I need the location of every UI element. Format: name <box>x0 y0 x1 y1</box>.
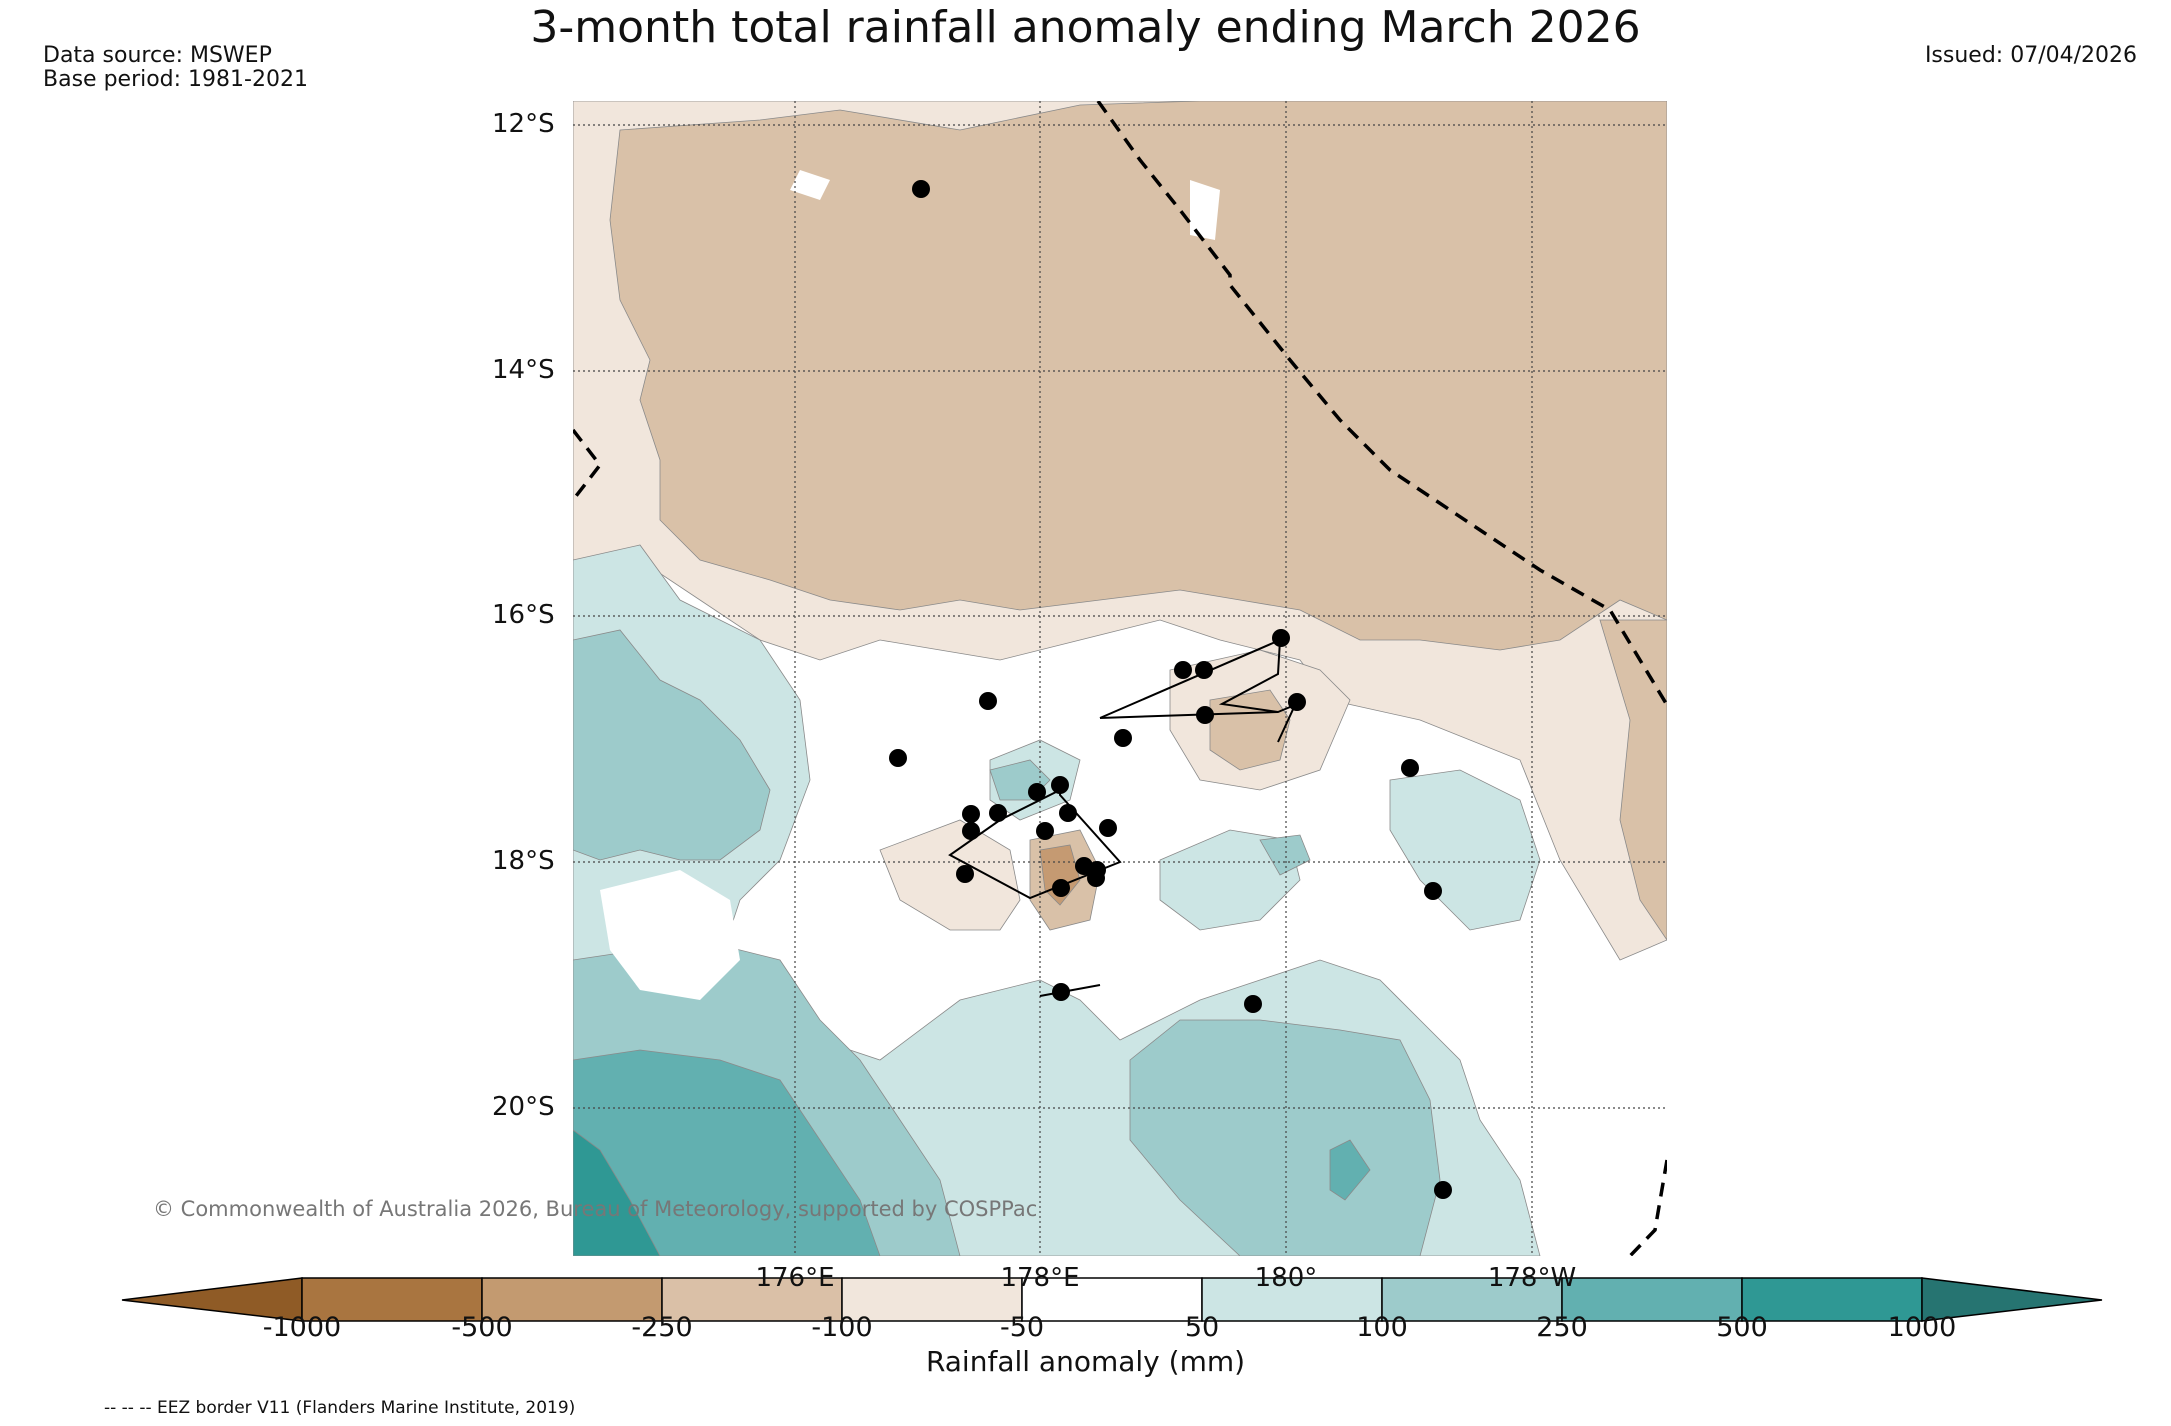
station-marker <box>962 805 980 823</box>
wet-strong-patch <box>1329 1139 1371 1201</box>
data-source-block: Data source: MSWEP Base period: 1981-202… <box>43 44 308 92</box>
station-marker <box>1288 693 1306 711</box>
lon-label: 178°E <box>1000 1263 1080 1293</box>
station-marker <box>1272 629 1290 647</box>
map-title: 3-month total rainfall anomaly ending Ma… <box>530 2 1641 53</box>
dry-strong-region <box>609 101 1667 651</box>
colorbar-segment <box>841 1277 1023 1322</box>
lon-label: 178°W <box>1487 1263 1577 1293</box>
colorbar-tick-label: 250 <box>1536 1312 1588 1343</box>
dry-core-patch <box>1209 689 1291 771</box>
lat-label: 14°S <box>492 355 555 385</box>
station-marker <box>1174 661 1192 679</box>
station-marker <box>1087 869 1105 887</box>
dry-strong-east <box>1599 619 1667 941</box>
colorbar-segment <box>1561 1277 1743 1322</box>
colorbar-segment <box>301 1277 483 1322</box>
wet-light-patch <box>1389 769 1541 931</box>
colorbar-tick-label: 500 <box>1716 1312 1768 1343</box>
station-marker <box>962 822 980 840</box>
station-marker <box>912 180 930 198</box>
colorbar-tick-label: -500 <box>451 1312 513 1343</box>
lat-label: 18°S <box>492 846 555 876</box>
station-marker <box>1401 759 1419 777</box>
station-marker <box>1052 879 1070 897</box>
copyright-notice: © Commonwealth of Australia 2026, Bureau… <box>153 1197 1038 1221</box>
station-marker <box>1196 706 1214 724</box>
station-marker <box>1195 661 1213 679</box>
station-marker <box>1434 1181 1452 1199</box>
colorbar-tick-label: 100 <box>1356 1312 1408 1343</box>
wet-light-patch <box>1159 829 1301 931</box>
station-marker <box>1099 819 1117 837</box>
colorbar-segment <box>1201 1277 1383 1322</box>
colorbar <box>121 1277 2103 1322</box>
colorbar-tick-label: 1000 <box>1887 1312 1957 1343</box>
colorbar-title: Rainfall anomaly (mm) <box>925 1345 1246 1378</box>
station-marker <box>1051 776 1069 794</box>
colorbar-tick-label: -50 <box>999 1312 1045 1343</box>
station-marker <box>1424 882 1442 900</box>
station-marker <box>989 804 1007 822</box>
lat-label: 20°S <box>492 1092 555 1122</box>
base-period: Base period: 1981-2021 <box>43 67 308 92</box>
station-markers <box>889 180 1452 1199</box>
colorbar-segment <box>1381 1277 1563 1322</box>
wet-strong-region <box>573 1049 881 1256</box>
map-area <box>573 101 1667 1256</box>
lat-label: 12°S <box>492 109 555 139</box>
colorbar-tick-label: -1000 <box>262 1312 342 1343</box>
eez-border <box>573 101 1667 1256</box>
station-marker <box>1052 983 1070 1001</box>
issued-date: Issued: 07/04/2026 <box>1924 43 2137 68</box>
station-marker <box>1244 995 1262 1013</box>
lat-label: 16°S <box>492 600 555 630</box>
data-source: Data source: MSWEP <box>43 43 272 68</box>
wet-mid-patch <box>1259 834 1311 876</box>
station-marker <box>1114 729 1132 747</box>
station-marker <box>1028 783 1046 801</box>
neutral-hole <box>1190 180 1220 240</box>
wet-very-strong-region <box>573 1129 661 1256</box>
station-marker <box>1059 804 1077 822</box>
colorbar-segment <box>661 1277 843 1322</box>
station-marker <box>956 865 974 883</box>
neutral-hole <box>790 170 830 200</box>
station-marker <box>1036 822 1054 840</box>
colorbar-segment <box>1741 1277 1923 1322</box>
colorbar-tick-label: 50 <box>1184 1312 1220 1343</box>
colorbar-extend-high <box>1921 1277 2103 1322</box>
neutral-hole <box>600 870 740 1000</box>
station-marker <box>889 749 907 767</box>
lon-label: 180° <box>1254 1263 1318 1293</box>
wet-mid-region <box>1129 1019 1441 1256</box>
station-marker <box>979 692 997 710</box>
colorbar-tick-label: -100 <box>811 1312 873 1343</box>
lon-label: 176°E <box>755 1263 835 1293</box>
colorbar-tick-label: -250 <box>631 1312 693 1343</box>
wet-mid-region <box>573 629 771 861</box>
eez-footnote: -- -- -- EEZ border V11 (Flanders Marine… <box>104 1398 576 1418</box>
